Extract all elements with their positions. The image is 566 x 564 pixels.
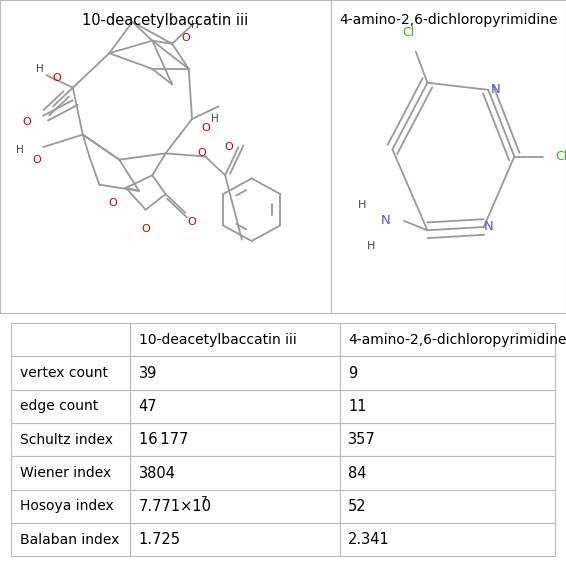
Text: O: O (22, 117, 31, 127)
Text: H: H (16, 146, 24, 155)
Text: 84: 84 (348, 466, 367, 481)
Text: 357: 357 (348, 432, 376, 447)
Text: O: O (32, 155, 41, 165)
Text: O: O (224, 142, 233, 152)
Bar (11, 423, 130, 456)
Bar (130, 356, 340, 390)
Bar (340, 490, 555, 523)
Text: O: O (198, 148, 207, 158)
Text: 7: 7 (200, 496, 207, 506)
Text: O: O (201, 124, 209, 133)
Bar (130, 523, 340, 557)
Text: N: N (491, 83, 500, 96)
Text: Wiener index: Wiener index (20, 466, 111, 480)
Text: 1.725: 1.725 (139, 532, 181, 547)
Bar (11, 523, 130, 557)
Bar (11, 323, 130, 356)
Bar (130, 323, 340, 356)
Bar (340, 456, 555, 490)
Text: H: H (211, 114, 219, 124)
Text: 3804: 3804 (139, 466, 175, 481)
Bar (340, 323, 555, 356)
Text: vertex count: vertex count (20, 366, 108, 380)
Text: O: O (181, 33, 190, 42)
Bar (11, 390, 130, 423)
Text: 10-deacetylbaccatin iii: 10-deacetylbaccatin iii (83, 12, 248, 28)
Bar (130, 456, 340, 490)
Text: N: N (483, 221, 494, 233)
Bar (340, 356, 555, 390)
Text: H: H (367, 241, 375, 251)
Text: H: H (36, 64, 44, 74)
Bar (130, 390, 340, 423)
Text: O: O (188, 217, 196, 227)
Text: N: N (380, 214, 390, 227)
Text: O: O (52, 73, 61, 83)
Text: 47: 47 (139, 399, 157, 414)
Bar (11, 490, 130, 523)
Text: Schultz index: Schultz index (20, 433, 113, 447)
Bar (11, 456, 130, 490)
Bar (340, 390, 555, 423)
Text: Cl: Cl (402, 26, 415, 39)
Text: 10-deacetylbaccatin iii: 10-deacetylbaccatin iii (139, 333, 297, 347)
Text: O: O (108, 199, 117, 209)
Text: Hosoya index: Hosoya index (20, 500, 114, 513)
Bar (130, 490, 340, 523)
Text: edge count: edge count (20, 399, 98, 413)
Text: 2.341: 2.341 (348, 532, 390, 547)
Text: 39: 39 (139, 365, 157, 381)
Text: H: H (191, 20, 199, 30)
Text: H: H (358, 200, 366, 210)
Text: Cl: Cl (555, 150, 566, 163)
Text: O: O (142, 223, 150, 233)
Text: 11: 11 (348, 399, 367, 414)
Text: 7.771×10: 7.771×10 (139, 499, 212, 514)
Bar (340, 523, 555, 557)
Text: 4-amino-2,6-dichloropyrimidine: 4-amino-2,6-dichloropyrimidine (348, 333, 566, 347)
Bar (340, 423, 555, 456)
Text: 4-amino-2,6-dichloropyrimidine: 4-amino-2,6-dichloropyrimidine (339, 12, 558, 27)
Text: 16 177: 16 177 (139, 432, 188, 447)
Text: 9: 9 (348, 365, 357, 381)
Text: Balaban index: Balaban index (20, 533, 119, 547)
Bar (11, 356, 130, 390)
Text: 52: 52 (348, 499, 367, 514)
Bar (130, 423, 340, 456)
